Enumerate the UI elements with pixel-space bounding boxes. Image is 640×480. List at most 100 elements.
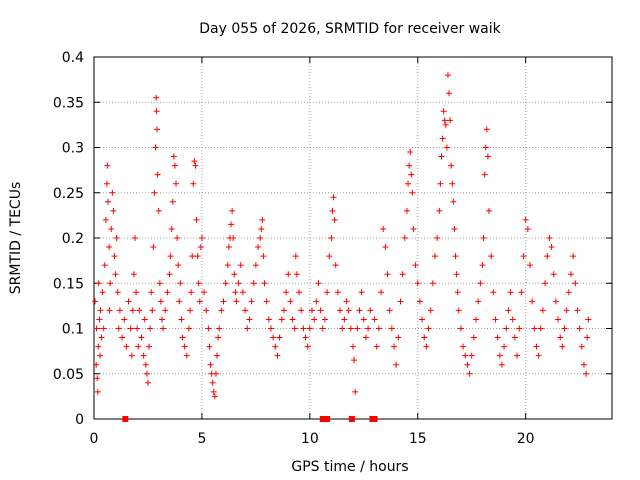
data-point [99, 289, 106, 296]
data-point [520, 253, 527, 260]
data-point [154, 171, 161, 178]
data-point [503, 325, 510, 332]
data-point [496, 352, 503, 359]
data-point [464, 361, 471, 368]
data-point [228, 221, 235, 228]
x-tick-label: 0 [90, 431, 99, 447]
data-point [454, 289, 461, 296]
y-tick-label: 0.2 [62, 231, 84, 247]
data-point [300, 325, 307, 332]
data-point [483, 126, 490, 133]
data-point [453, 271, 460, 278]
data-point [563, 307, 570, 314]
data-point [334, 289, 341, 296]
data-point [498, 361, 505, 368]
data-point [423, 343, 430, 350]
data-point [110, 207, 117, 214]
data-point [205, 325, 212, 332]
data-point [434, 235, 441, 241]
data-point [403, 207, 410, 214]
data-point [416, 298, 423, 305]
data-point [187, 307, 194, 314]
data-point [157, 298, 164, 305]
data-point [246, 316, 253, 323]
data-point [239, 289, 246, 296]
data-point [410, 225, 417, 232]
data-point [567, 271, 574, 278]
data-point [409, 189, 416, 196]
data-point [443, 144, 450, 151]
data-point [95, 280, 102, 287]
data-point [201, 289, 208, 296]
data-point [102, 216, 109, 223]
data-point [331, 216, 338, 223]
data-point [450, 198, 457, 205]
zero-marker [324, 416, 331, 422]
data-point [484, 153, 491, 160]
data-point [259, 216, 266, 223]
data-point [488, 253, 495, 260]
data-point [308, 307, 315, 314]
data-point [578, 343, 585, 350]
data-point [147, 325, 154, 332]
data-point [168, 225, 175, 232]
data-point [212, 370, 219, 377]
data-point [494, 334, 501, 341]
data-point [511, 334, 518, 341]
data-point [565, 289, 572, 296]
data-point [311, 316, 318, 323]
data-point [265, 316, 272, 323]
data-point [191, 158, 198, 165]
data-point [211, 393, 218, 400]
data-point [438, 153, 445, 160]
data-point [378, 289, 385, 296]
data-point [509, 316, 516, 323]
data-point [185, 325, 192, 332]
data-point [439, 135, 446, 142]
axis-ticks: 0 0.05 0.1 0.15 0.2 0.25 0.3 0.35 0.4 0 5 10 15 20 [53, 50, 612, 447]
data-point [449, 180, 456, 187]
data-point [216, 325, 223, 332]
data-point [166, 271, 173, 278]
data-point [375, 325, 382, 332]
data-point [108, 225, 115, 232]
data-point [574, 307, 581, 314]
data-point [232, 289, 239, 296]
data-point [437, 180, 444, 187]
data-point [175, 262, 182, 269]
data-point [481, 171, 488, 178]
data-point [106, 307, 113, 314]
data-point [242, 307, 249, 314]
data-point [296, 289, 303, 296]
data-point [209, 379, 216, 386]
data-point [287, 298, 294, 305]
data-point [480, 235, 487, 241]
zero-marker [371, 416, 378, 422]
data-point [391, 343, 398, 350]
data-point [230, 235, 237, 241]
data-point [531, 325, 538, 332]
data-point [94, 388, 101, 395]
data-point [408, 171, 415, 178]
data-point [148, 289, 155, 296]
data-point [196, 298, 203, 305]
data-point [162, 307, 169, 314]
data-point [401, 235, 408, 241]
data-point [272, 343, 279, 350]
data-point [189, 253, 196, 260]
data-point [231, 271, 238, 278]
data-point [555, 316, 562, 323]
data-point [304, 343, 311, 350]
data-point [373, 343, 380, 350]
data-point [291, 325, 298, 332]
data-point [572, 280, 579, 287]
data-point [293, 271, 300, 278]
data-point [419, 316, 426, 323]
y-tick-label: 0.15 [53, 276, 84, 292]
data-point [330, 194, 337, 201]
data-point [448, 162, 455, 169]
data-point [127, 325, 134, 332]
data-point [526, 262, 533, 269]
data-point [475, 298, 482, 305]
data-point [328, 235, 335, 241]
